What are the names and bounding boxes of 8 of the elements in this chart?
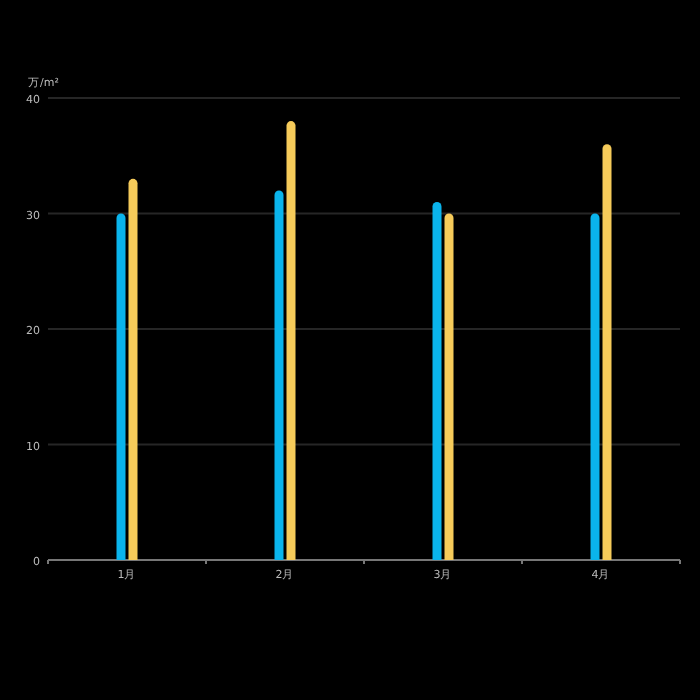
bar bbox=[432, 201, 442, 560]
bar bbox=[274, 190, 284, 560]
bar bbox=[444, 213, 454, 560]
bar bbox=[116, 213, 126, 560]
bar bbox=[286, 121, 296, 560]
bar bbox=[128, 178, 138, 560]
bar bbox=[590, 213, 600, 560]
bar bbox=[602, 144, 612, 560]
